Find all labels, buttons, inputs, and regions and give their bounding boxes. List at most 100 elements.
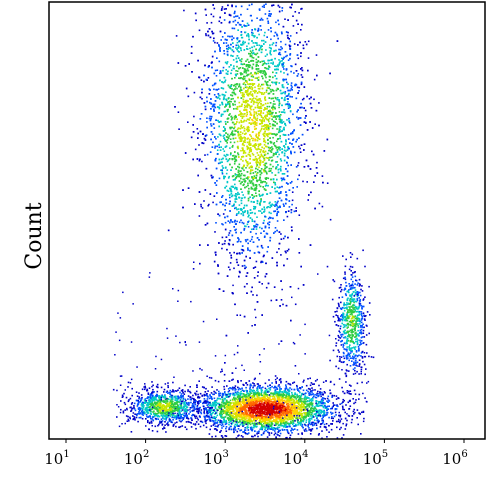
data-point	[285, 168, 287, 170]
data-point	[275, 81, 278, 84]
data-point	[223, 150, 226, 152]
data-point	[231, 121, 234, 124]
data-point	[274, 422, 277, 424]
data-point	[275, 151, 277, 154]
data-point	[307, 69, 309, 72]
data-point	[294, 84, 297, 87]
data-point	[262, 112, 265, 114]
data-point	[167, 229, 170, 232]
data-point	[270, 53, 272, 56]
data-point	[224, 138, 226, 141]
data-point	[246, 8, 249, 10]
data-point	[270, 205, 273, 208]
data-point	[279, 305, 281, 307]
data-point	[349, 405, 352, 407]
data-point	[265, 91, 268, 93]
data-point	[231, 27, 234, 30]
data-point	[204, 108, 207, 111]
data-point	[224, 175, 226, 178]
data-point	[242, 78, 245, 81]
data-point	[237, 428, 240, 430]
data-point	[225, 140, 228, 142]
data-point	[252, 63, 255, 66]
data-point	[253, 159, 256, 161]
data-point	[254, 116, 256, 119]
data-point	[342, 390, 344, 393]
data-point	[256, 139, 259, 142]
data-point	[303, 121, 306, 123]
data-point	[245, 255, 247, 258]
data-point	[280, 31, 283, 33]
data-point	[216, 153, 219, 155]
data-point	[287, 164, 289, 167]
data-point	[296, 110, 298, 113]
data-point	[207, 66, 210, 68]
data-point	[204, 8, 207, 11]
data-point	[252, 57, 255, 59]
data-point	[319, 388, 322, 390]
data-point	[257, 87, 260, 90]
data-point	[269, 201, 271, 204]
data-point	[247, 426, 250, 429]
data-point	[262, 77, 264, 80]
data-point	[256, 294, 258, 297]
data-point	[221, 195, 224, 197]
data-point	[300, 265, 302, 268]
data-point	[217, 88, 220, 90]
data-point	[237, 152, 239, 154]
data-point	[287, 94, 290, 96]
data-point	[249, 106, 252, 108]
data-point	[257, 30, 259, 32]
data-point	[277, 206, 280, 209]
data-point	[263, 109, 265, 111]
data-point	[263, 208, 266, 210]
data-point	[184, 152, 187, 154]
data-point	[226, 139, 229, 141]
data-point	[222, 203, 224, 206]
data-point	[244, 152, 247, 154]
data-point	[265, 232, 268, 235]
data-point	[259, 119, 261, 121]
data-point	[336, 40, 339, 42]
data-point	[217, 265, 219, 267]
data-point	[216, 389, 218, 391]
data-point	[282, 58, 284, 60]
data-point	[221, 247, 223, 250]
data-point	[227, 4, 229, 7]
data-point	[237, 145, 239, 148]
data-point	[269, 204, 272, 206]
data-point	[314, 175, 316, 177]
data-point	[218, 402, 220, 405]
data-point	[280, 140, 283, 143]
data-point	[261, 122, 263, 125]
data-point	[220, 115, 223, 117]
data-point	[339, 420, 342, 422]
data-point	[212, 103, 215, 106]
data-point	[279, 388, 281, 390]
data-point	[243, 71, 246, 74]
data-point	[259, 114, 262, 116]
data-point	[238, 137, 241, 139]
data-point	[244, 267, 246, 270]
data-point	[248, 4, 251, 7]
data-point	[307, 390, 309, 393]
data-point	[279, 130, 282, 133]
data-point	[245, 177, 248, 179]
data-point	[249, 134, 251, 136]
data-point	[213, 393, 215, 396]
data-point	[243, 229, 245, 231]
data-point	[213, 72, 216, 75]
data-point	[285, 68, 288, 70]
data-point	[210, 117, 212, 120]
data-point	[258, 157, 260, 160]
data-point	[348, 415, 351, 417]
data-point	[177, 62, 180, 64]
data-point	[251, 79, 253, 81]
data-point	[263, 151, 265, 154]
data-point	[218, 214, 221, 217]
data-point	[218, 144, 220, 146]
data-point	[227, 70, 229, 73]
data-point	[264, 115, 266, 118]
data-point	[221, 101, 223, 104]
data-point	[289, 53, 292, 55]
